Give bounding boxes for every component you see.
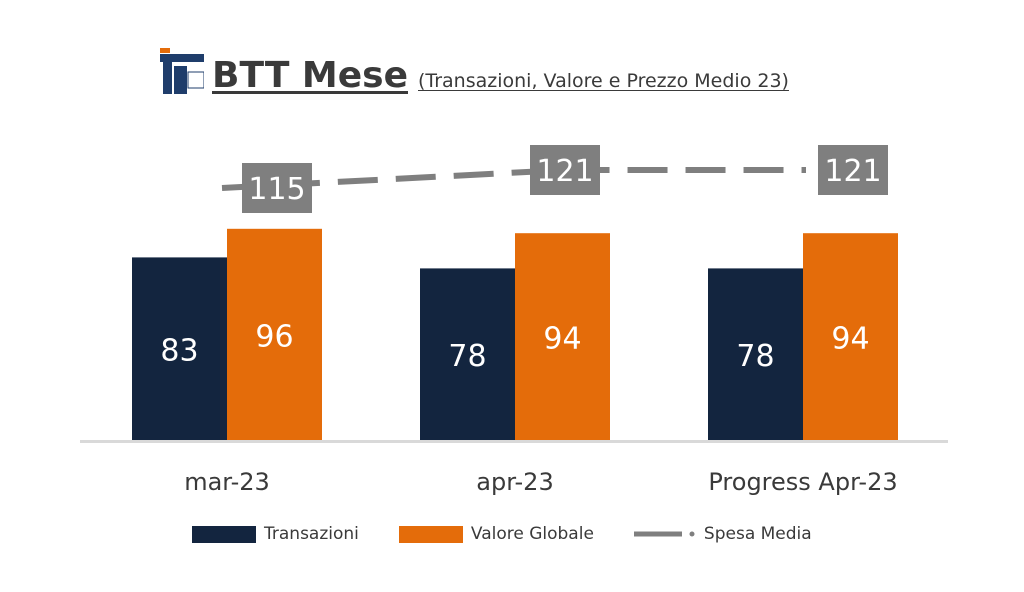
x-tick-label: apr-23 bbox=[476, 468, 553, 496]
logo-icon bbox=[160, 48, 205, 94]
line-point-box-spesa-media bbox=[818, 145, 888, 195]
data-label-valore-globale: 96 bbox=[255, 319, 293, 354]
x-tick-label: Progress Apr-23 bbox=[708, 468, 897, 496]
bar-valore-globale bbox=[803, 233, 898, 440]
line-point-box-spesa-media bbox=[242, 163, 312, 213]
data-label-valore-globale: 94 bbox=[831, 322, 869, 357]
legend-swatch-valore-globale bbox=[398, 525, 463, 543]
legend-item-spesa-media: Spesa Media bbox=[633, 524, 812, 544]
data-label-transazioni: 78 bbox=[448, 339, 486, 374]
chart-title-block: BTT Mese (Transazioni, Valore e Prezzo M… bbox=[160, 44, 789, 94]
bar-transazioni bbox=[708, 268, 803, 440]
bar-valore-globale bbox=[227, 228, 322, 440]
legend-label-valore-globale: Valore Globale bbox=[470, 524, 594, 544]
data-label-spesa-media: 115 bbox=[248, 172, 305, 207]
data-label-transazioni: 83 bbox=[160, 334, 198, 369]
bar-transazioni bbox=[132, 257, 227, 440]
chart-subtitle: (Transazioni, Valore e Prezzo Medio 23) bbox=[418, 70, 789, 92]
chart-title: BTT Mese bbox=[212, 55, 408, 96]
legend-swatch-transazioni bbox=[192, 525, 256, 543]
legend-item-transazioni: Transazioni bbox=[192, 524, 359, 544]
legend-swatch-spesa-media bbox=[633, 530, 698, 538]
data-label-spesa-media: 121 bbox=[536, 154, 593, 189]
chart-legend: Transazioni Valore Globale Spesa Media bbox=[192, 524, 852, 544]
data-label-spesa-media: 121 bbox=[824, 154, 881, 189]
bar-valore-globale bbox=[515, 233, 610, 440]
x-tick-label: mar-23 bbox=[184, 468, 270, 496]
bar-transazioni bbox=[420, 268, 515, 440]
line-point-box-spesa-media bbox=[530, 145, 600, 195]
data-label-transazioni: 78 bbox=[736, 339, 774, 374]
legend-label-spesa-media: Spesa Media bbox=[703, 524, 812, 544]
legend-item-valore-globale: Valore Globale bbox=[398, 524, 594, 544]
legend-label-transazioni: Transazioni bbox=[264, 524, 359, 544]
data-label-valore-globale: 94 bbox=[543, 322, 581, 357]
